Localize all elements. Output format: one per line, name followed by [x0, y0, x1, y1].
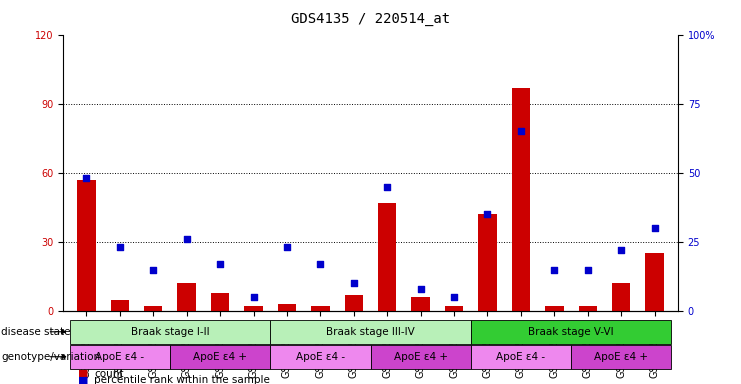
Point: [548, 266, 560, 273]
Text: ApoE ε4 -: ApoE ε4 -: [296, 352, 345, 362]
Bar: [170, 345, 270, 369]
Bar: [645, 253, 664, 311]
Point: [382, 184, 393, 190]
Bar: [270, 345, 370, 369]
Point: [348, 280, 359, 286]
Bar: [612, 283, 631, 311]
Bar: [245, 306, 263, 311]
Point: [81, 175, 93, 181]
Bar: [345, 295, 363, 311]
Text: ApoE ε4 +: ApoE ε4 +: [594, 352, 648, 362]
Point: [482, 211, 494, 217]
Bar: [471, 320, 671, 344]
Text: count: count: [94, 369, 124, 379]
Bar: [512, 88, 530, 311]
Point: [214, 261, 226, 267]
Point: [314, 261, 326, 267]
Point: [247, 294, 259, 300]
Point: [415, 286, 427, 292]
Point: [648, 225, 660, 231]
Text: ApoE ε4 -: ApoE ε4 -: [96, 352, 144, 362]
Bar: [110, 300, 129, 311]
Text: ApoE ε4 +: ApoE ε4 +: [193, 352, 247, 362]
Bar: [70, 345, 170, 369]
Point: [615, 247, 627, 253]
Bar: [278, 304, 296, 311]
Point: [582, 266, 594, 273]
Text: ■: ■: [78, 369, 88, 379]
Bar: [411, 297, 430, 311]
Bar: [478, 214, 496, 311]
Point: [181, 236, 193, 242]
Bar: [70, 320, 270, 344]
Text: disease state: disease state: [1, 327, 71, 337]
Point: [448, 294, 460, 300]
Point: [147, 266, 159, 273]
Bar: [270, 320, 471, 344]
Text: percentile rank within the sample: percentile rank within the sample: [94, 375, 270, 384]
Bar: [177, 283, 196, 311]
Bar: [579, 306, 597, 311]
Bar: [211, 293, 229, 311]
Text: ApoE ε4 +: ApoE ε4 +: [393, 352, 448, 362]
Bar: [471, 345, 571, 369]
Bar: [77, 180, 96, 311]
Text: Braak stage III-IV: Braak stage III-IV: [326, 327, 415, 337]
Point: [515, 128, 527, 134]
Text: Braak stage V-VI: Braak stage V-VI: [528, 327, 614, 337]
Text: Braak stage I-II: Braak stage I-II: [130, 327, 209, 337]
Bar: [378, 203, 396, 311]
Text: genotype/variation: genotype/variation: [1, 352, 101, 362]
Point: [281, 244, 293, 250]
Bar: [144, 306, 162, 311]
Bar: [311, 306, 330, 311]
Text: ApoE ε4 -: ApoE ε4 -: [496, 352, 545, 362]
Point: [114, 244, 126, 250]
Text: ■: ■: [78, 375, 88, 384]
Bar: [571, 345, 671, 369]
Bar: [445, 306, 463, 311]
Bar: [545, 306, 564, 311]
Bar: [370, 345, 471, 369]
Text: GDS4135 / 220514_at: GDS4135 / 220514_at: [291, 12, 450, 25]
